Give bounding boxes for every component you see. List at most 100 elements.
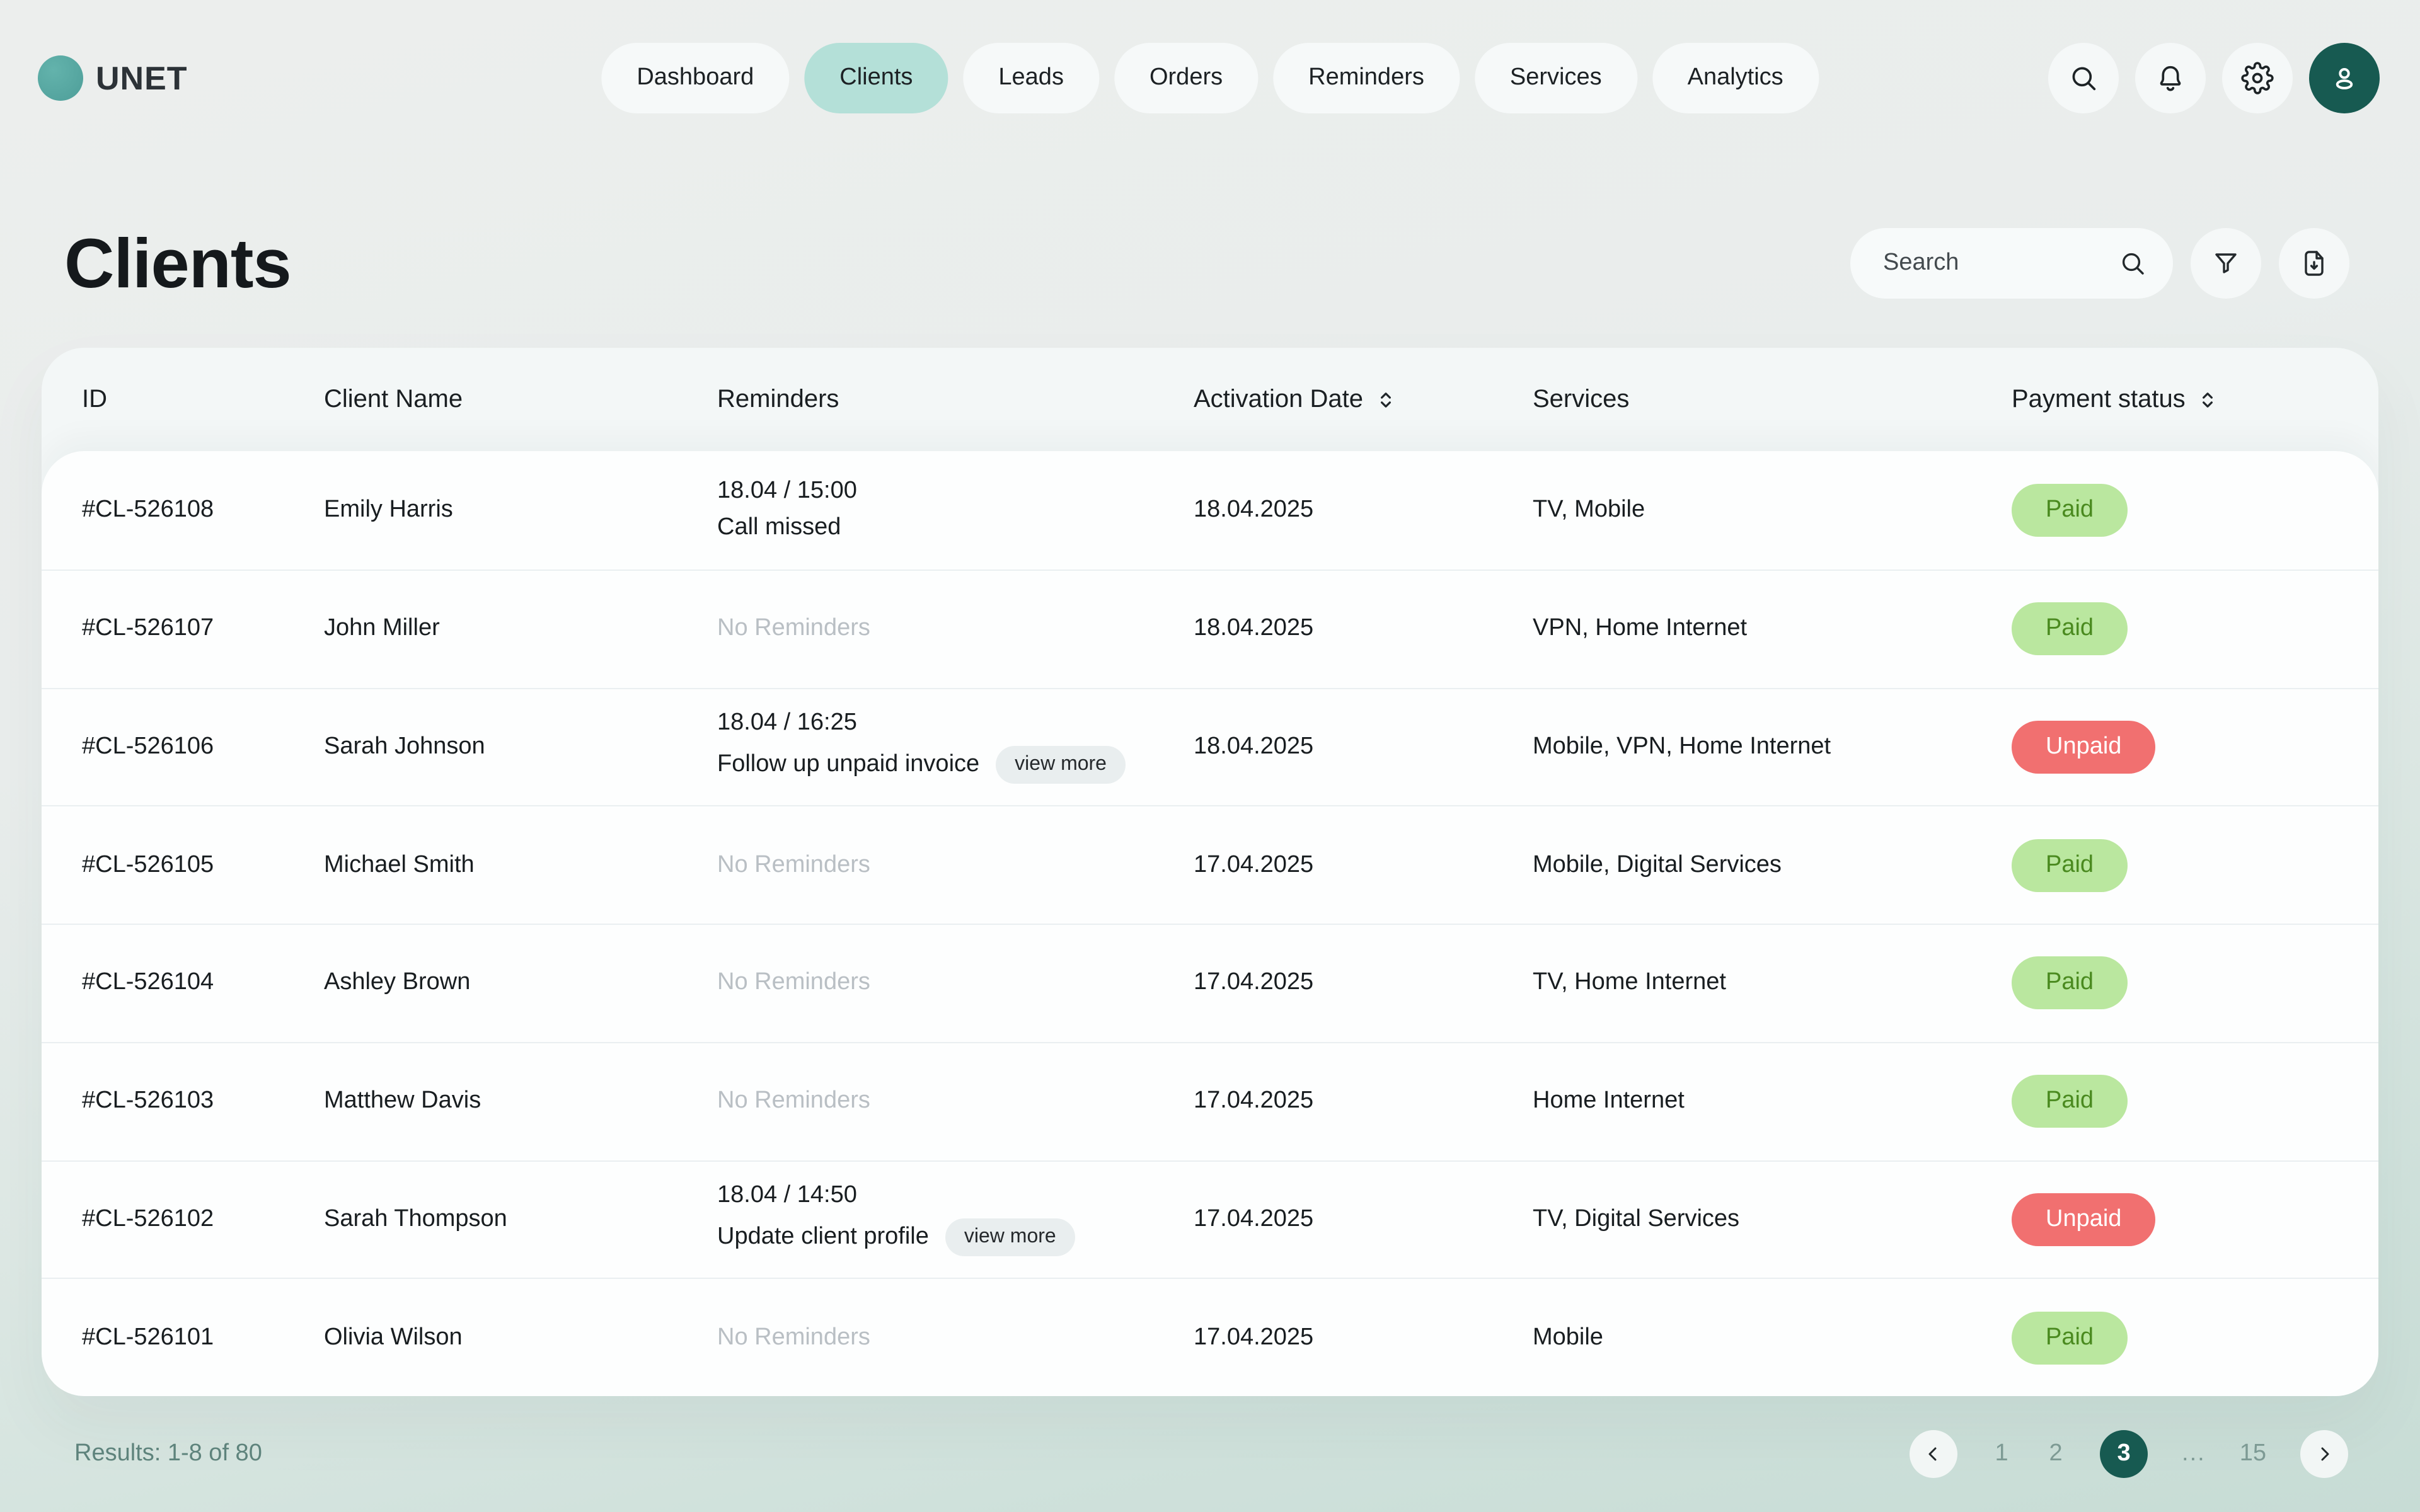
- reminders-cell: No Reminders: [717, 970, 1194, 997]
- page-2[interactable]: 2: [2049, 1440, 2063, 1467]
- column-header-services: Services: [1533, 385, 1630, 413]
- table-header: ID Client Name Reminders Activation Date…: [42, 348, 2378, 451]
- table-row[interactable]: #CL-526101 Olivia Wilson No Reminders 17…: [42, 1278, 2378, 1397]
- services: VPN, Home Internet: [1533, 615, 1748, 642]
- search-button[interactable]: [2048, 43, 2119, 113]
- payment-status-badge: Paid: [2012, 602, 2128, 656]
- nav-tab-analytics[interactable]: Analytics: [1652, 43, 1819, 113]
- reminders-cell: No Reminders: [717, 1324, 1194, 1351]
- payment-status-badge: Unpaid: [2012, 1193, 2156, 1246]
- activation-date: 17.04.2025: [1194, 1087, 1314, 1114]
- reminder-text: Update client profile: [717, 1223, 929, 1251]
- column-header-activation-date[interactable]: Activation Date: [1194, 385, 1533, 414]
- activation-date: 17.04.2025: [1194, 969, 1314, 996]
- table-row[interactable]: #CL-526107 John Miller No Reminders 18.0…: [42, 569, 2378, 688]
- page-1[interactable]: 1: [1995, 1440, 2008, 1467]
- chevron-left-icon: [1928, 1447, 1937, 1461]
- reminder-time: 18.04 / 14:50: [717, 1182, 857, 1209]
- client-name: Michael Smith: [324, 851, 475, 878]
- payment-status-cell: Paid: [2012, 839, 2338, 892]
- table-row[interactable]: #CL-526102 Sarah Thompson 18.04 / 14:50 U…: [42, 1160, 2378, 1278]
- activation-date: 17.04.2025: [1194, 1324, 1314, 1351]
- next-page-button[interactable]: [2300, 1430, 2348, 1478]
- pagination: 1 2 3... 15: [1910, 1430, 2348, 1478]
- payment-status-cell: Unpaid: [2012, 1193, 2338, 1246]
- table-rows: #CL-526108 Emily Harris 18.04 / 15:00 Cal…: [42, 451, 2378, 1396]
- activation-date: 18.04.2025: [1194, 496, 1314, 523]
- no-reminders-label: No Reminders: [717, 969, 870, 996]
- client-id: #CL-526101: [82, 1324, 214, 1351]
- gear-icon: [2241, 62, 2274, 94]
- reminders-cell: No Reminders: [717, 615, 1194, 643]
- notifications-button[interactable]: [2135, 43, 2206, 113]
- sort-icon: [1380, 392, 1390, 407]
- page-3[interactable]: 3: [2100, 1430, 2148, 1478]
- reminders-cell: 18.04 / 15:00 Call missed: [717, 478, 1194, 542]
- chevron-right-icon: [2321, 1447, 2329, 1461]
- top-bar: UNET Dashboard Clients Leads Orders Reminder…: [0, 0, 2420, 113]
- nav-tab-reminders[interactable]: Reminders: [1273, 43, 1460, 113]
- nav-tab-clients[interactable]: Clients: [804, 43, 948, 113]
- reminder-text: Call missed: [717, 514, 841, 541]
- reminders-cell: No Reminders: [717, 1087, 1194, 1115]
- client-name: Ashley Brown: [324, 969, 471, 996]
- payment-status-cell: Paid: [2012, 1075, 2338, 1128]
- view-more-button[interactable]: view more: [945, 1218, 1075, 1257]
- activation-date: 18.04.2025: [1194, 615, 1314, 642]
- search-icon: [2072, 67, 2096, 91]
- table-row[interactable]: #CL-526108 Emily Harris 18.04 / 15:00 Cal…: [42, 451, 2378, 570]
- table-row[interactable]: #CL-526105 Michael Smith No Reminders 17…: [42, 805, 2378, 924]
- nav-tab-dashboard[interactable]: Dashboard: [601, 43, 790, 113]
- topbar-actions: [2048, 43, 2380, 113]
- filter-button[interactable]: [2191, 228, 2261, 299]
- column-header-id: ID: [82, 385, 107, 413]
- table-row[interactable]: #CL-526104 Ashley Brown No Reminders 17.…: [42, 924, 2378, 1042]
- payment-status-badge: Paid: [2012, 1075, 2128, 1128]
- table-row[interactable]: #CL-526103 Matthew Davis No Reminders 17…: [42, 1041, 2378, 1160]
- no-reminders-label: No Reminders: [717, 615, 870, 642]
- payment-status-badge: Paid: [2012, 483, 2128, 537]
- brand-logo[interactable]: UNET: [38, 55, 188, 101]
- column-header-client-name: Client Name: [324, 385, 463, 413]
- services: TV, Mobile: [1533, 496, 1645, 523]
- search-input[interactable]: [1881, 248, 2118, 278]
- bell-icon: [2160, 66, 2181, 91]
- clients-table: ID Client Name Reminders Activation Date…: [42, 348, 2378, 1396]
- nav-tab-services[interactable]: Services: [1474, 43, 1637, 113]
- no-reminders-label: No Reminders: [717, 1087, 870, 1114]
- settings-button[interactable]: [2222, 43, 2293, 113]
- reminder-time: 18.04 / 16:25: [717, 709, 857, 736]
- reminders-cell: 18.04 / 16:25 Follow up unpaid invoice vie…: [717, 710, 1194, 784]
- table-row[interactable]: #CL-526106 Sarah Johnson 18.04 / 16:25 Fo…: [42, 687, 2378, 806]
- payment-status-cell: Paid: [2012, 1311, 2338, 1365]
- filter-icon: [2215, 253, 2237, 273]
- page-15[interactable]: 15: [2239, 1440, 2266, 1467]
- client-name: Matthew Davis: [324, 1087, 481, 1114]
- client-name: Emily Harris: [324, 496, 453, 523]
- view-more-button[interactable]: view more: [996, 746, 1126, 784]
- page-header: Clients: [0, 224, 2420, 302]
- client-id: #CL-526106: [82, 733, 214, 760]
- download-file-icon: [2305, 251, 2324, 276]
- nav-tab-orders[interactable]: Orders: [1114, 43, 1259, 113]
- activation-date: 18.04.2025: [1194, 733, 1314, 760]
- toolbar: [1850, 228, 2349, 299]
- services: TV, Digital Services: [1533, 1205, 1740, 1232]
- profile-button[interactable]: [2309, 43, 2380, 113]
- activation-date: 17.04.2025: [1194, 1205, 1314, 1232]
- payment-status-badge: Paid: [2012, 839, 2128, 892]
- client-name: Sarah Johnson: [324, 733, 485, 760]
- column-header-payment-status[interactable]: Payment status: [2012, 385, 2338, 414]
- nav-tab-leads[interactable]: Leads: [963, 43, 1099, 113]
- client-id: #CL-526103: [82, 1087, 214, 1114]
- payment-status-cell: Paid: [2012, 956, 2338, 1010]
- export-button[interactable]: [2279, 228, 2349, 299]
- reminders-cell: No Reminders: [717, 851, 1194, 879]
- payment-status-cell: Unpaid: [2012, 720, 2338, 774]
- search-field: [1850, 228, 2173, 299]
- previous-page-button[interactable]: [1910, 1430, 1958, 1478]
- payment-status-cell: Paid: [2012, 602, 2338, 656]
- pagination-ellipsis: ...: [2182, 1440, 2206, 1467]
- nav-tabs: Dashboard Clients Leads Orders Reminders Serv…: [601, 43, 1819, 113]
